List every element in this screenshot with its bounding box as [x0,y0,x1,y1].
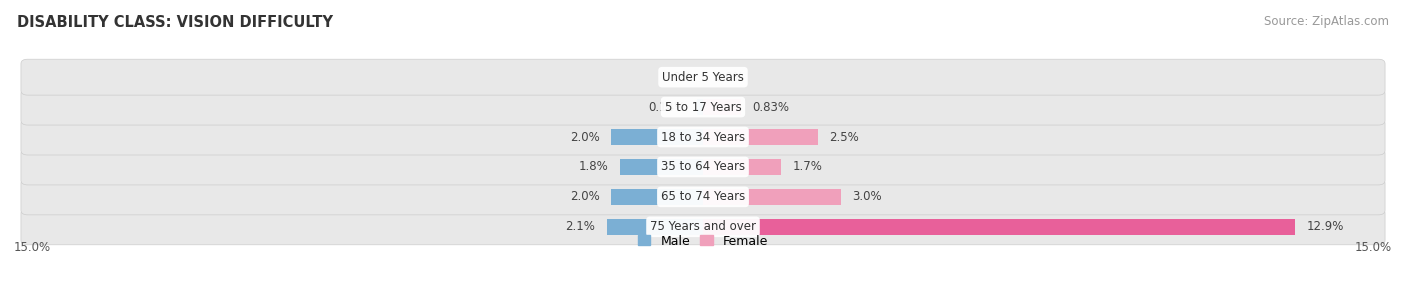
Text: 0.83%: 0.83% [752,101,790,114]
Text: Under 5 Years: Under 5 Years [662,71,744,84]
Text: 1.7%: 1.7% [793,161,823,174]
Text: DISABILITY CLASS: VISION DIFFICULTY: DISABILITY CLASS: VISION DIFFICULTY [17,15,333,30]
Text: 1.8%: 1.8% [579,161,609,174]
Text: 75 Years and over: 75 Years and over [650,220,756,233]
Bar [703,129,818,145]
Bar [696,99,703,115]
Bar [703,189,841,205]
Bar [703,219,1295,235]
Text: 3.0%: 3.0% [852,190,882,203]
FancyBboxPatch shape [21,119,1385,155]
Text: 65 to 74 Years: 65 to 74 Years [661,190,745,203]
Bar [606,219,703,235]
Bar [703,159,782,175]
FancyBboxPatch shape [21,89,1385,125]
Text: 2.5%: 2.5% [830,130,859,143]
Text: 35 to 64 Years: 35 to 64 Years [661,161,745,174]
FancyBboxPatch shape [21,59,1385,95]
Text: 12.9%: 12.9% [1308,220,1344,233]
Bar [612,129,703,145]
Text: 2.1%: 2.1% [565,220,595,233]
Text: 0.14%: 0.14% [648,101,685,114]
Text: 15.0%: 15.0% [14,241,51,254]
Text: 2.0%: 2.0% [569,130,599,143]
Text: 2.0%: 2.0% [569,190,599,203]
Text: 18 to 34 Years: 18 to 34 Years [661,130,745,143]
FancyBboxPatch shape [21,149,1385,185]
FancyBboxPatch shape [21,179,1385,215]
Text: 5 to 17 Years: 5 to 17 Years [665,101,741,114]
FancyBboxPatch shape [21,209,1385,245]
Text: 0.0%: 0.0% [714,71,744,84]
Text: 0.0%: 0.0% [662,71,692,84]
Bar [703,99,741,115]
Bar [612,189,703,205]
Text: 15.0%: 15.0% [1355,241,1392,254]
Text: Source: ZipAtlas.com: Source: ZipAtlas.com [1264,15,1389,28]
Legend: Male, Female: Male, Female [633,230,773,253]
Bar [620,159,703,175]
